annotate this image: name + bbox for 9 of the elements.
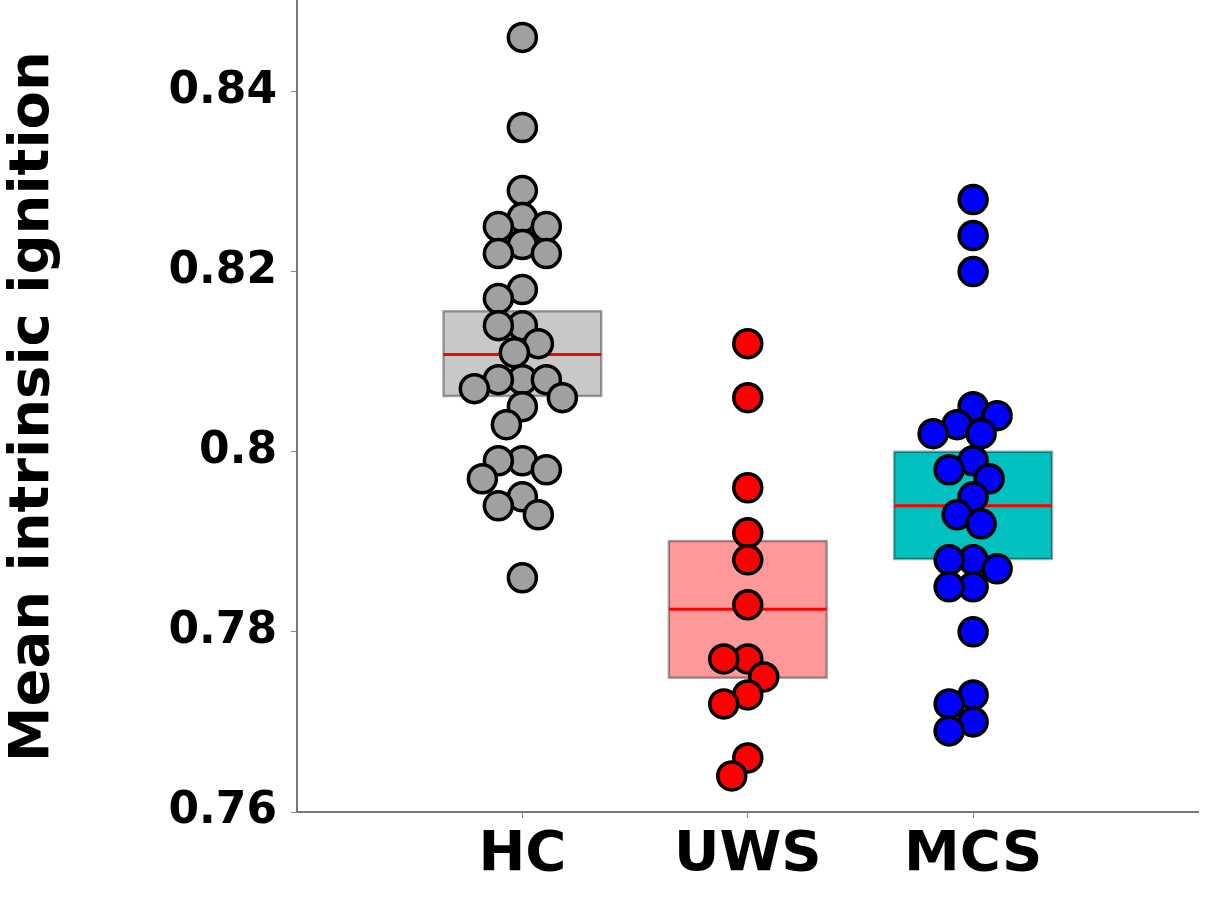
x-tick-label: HC	[478, 818, 567, 884]
y-tick-label: 0.78	[168, 602, 277, 654]
y-tick-label: 0.82	[168, 242, 277, 294]
y-axis-title: Mean intrinsic ignition	[0, 51, 62, 763]
x-tick-label: UWS	[673, 818, 822, 884]
y-tick-label: 0.76	[168, 782, 277, 834]
y-tick-label: 0.84	[168, 61, 277, 113]
y-tick-label: 0.8	[199, 422, 277, 474]
x-tick-label: MCS	[904, 818, 1043, 884]
